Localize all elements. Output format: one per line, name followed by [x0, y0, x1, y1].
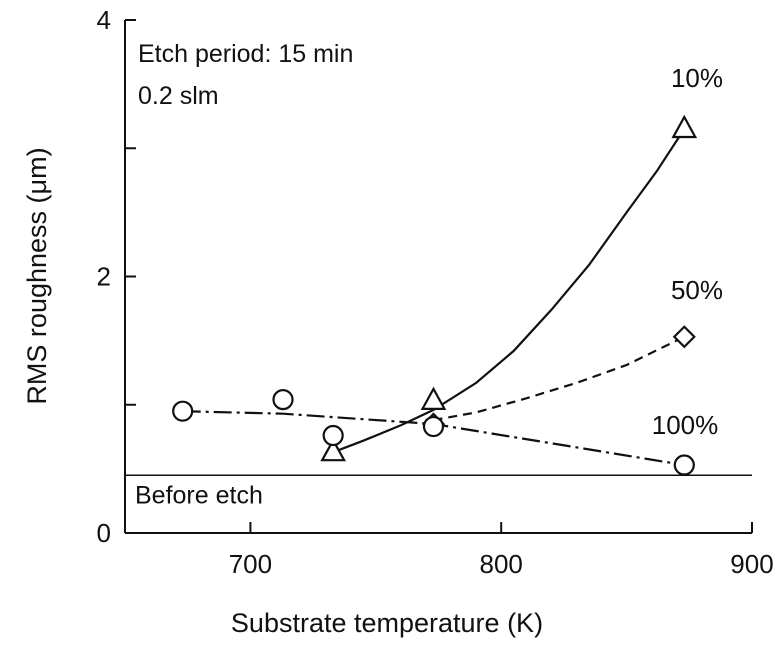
data-point-triangle: [320, 437, 347, 462]
data-point-diamond: [672, 325, 696, 349]
annotation-flow-rate: 0.2 slm: [138, 82, 219, 110]
data-point-circle: [272, 389, 294, 411]
series-line-50pct: [433, 335, 685, 422]
x-tick-label: 800: [480, 549, 523, 579]
data-point-circle: [322, 424, 344, 447]
data-point-circle: [673, 454, 695, 476]
data-point-triangle: [671, 114, 698, 139]
series-line-100pct: [182, 410, 685, 467]
x-axis-label: Substrate temperature (K): [231, 608, 543, 638]
series-line-10pct: [332, 128, 686, 454]
y-axis-label: RMS roughness (μm): [22, 147, 52, 404]
series-label-50pct: 50%: [671, 275, 723, 305]
plot-area: 0 2 4 700 800 900 Before etch 10% 50% 100%: [97, 5, 774, 579]
x-tick-label: 700: [229, 549, 272, 579]
annotation-etch-period: Etch period: 15 min: [138, 40, 353, 68]
data-point-circle: [172, 400, 194, 422]
data-point-triangle: [420, 386, 447, 411]
x-tick-label: 900: [730, 549, 773, 579]
data-point-circle: [422, 415, 445, 438]
y-tick-label: 4: [97, 5, 111, 35]
y-tick-label: 0: [97, 518, 111, 548]
before-etch-label: Before etch: [135, 481, 263, 509]
series-label-10pct: 10%: [671, 63, 723, 93]
series-label-100pct: 100%: [652, 410, 719, 440]
y-tick-label: 2: [97, 262, 111, 292]
